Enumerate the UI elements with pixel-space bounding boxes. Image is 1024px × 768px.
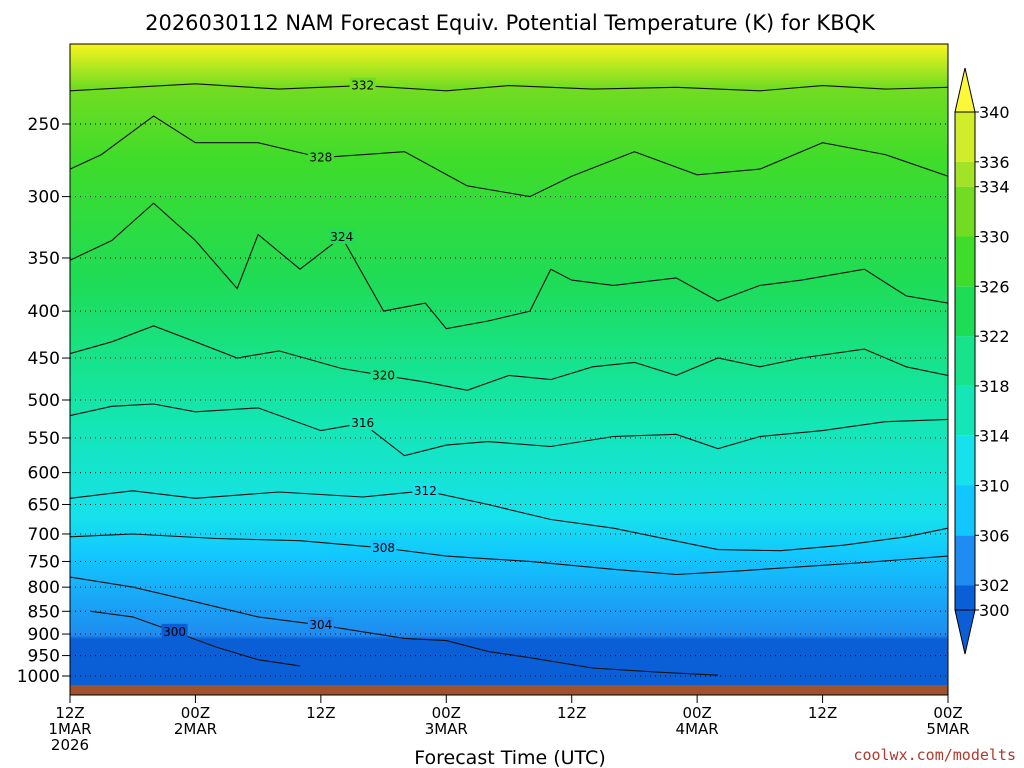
colorbar-label-326: 326	[979, 277, 1010, 296]
colorbar-label-336: 336	[979, 153, 1010, 172]
colorbar-frame	[954, 111, 976, 611]
colorbar-band-318	[955, 336, 975, 386]
credit-text: coolwx.com/modelts	[853, 746, 1016, 764]
ytick-label-950: 950	[28, 647, 60, 667]
xtick-label-5-0: 00Z	[682, 704, 711, 722]
y-axis: 250 300 350 400 450 500 550 600 650 700 750 800 850 9…	[17, 115, 70, 687]
plot-frame	[69, 43, 949, 696]
isotherm-label-bg-300	[161, 623, 188, 639]
xtick-label-0-2: 2026	[51, 736, 89, 754]
ytick-label-400: 400	[28, 302, 60, 322]
isotherm-label-bg-324	[328, 228, 355, 244]
colorbar-band-314	[955, 385, 975, 436]
colorbar-label-300: 300	[979, 601, 1010, 620]
xtick-label-5-1: 4MAR	[676, 720, 719, 738]
isotherm-labels: 332 328 324 320 316 312 308 304 300	[161, 77, 439, 639]
xtick-label-1-1: 2MAR	[174, 720, 217, 738]
colorbar-band-336	[955, 112, 975, 162]
ytick-label-850: 850	[28, 602, 60, 622]
ytick-label-800: 800	[28, 578, 60, 598]
x-axis-label: Forecast Time (UTC)	[414, 747, 605, 768]
colorbar-band-326	[955, 236, 975, 287]
xtick-label-0-0: 12Z	[55, 704, 84, 722]
isotherm-contours	[70, 83, 948, 676]
ytick-label-600: 600	[28, 464, 60, 484]
isotherm-312	[70, 490, 948, 552]
colorbar-band-300	[955, 585, 975, 610]
ytick-label-900: 900	[28, 625, 60, 645]
isotherm-label-bg-312	[412, 482, 439, 498]
ytick-label-350: 350	[28, 249, 60, 269]
colorbar-label-330: 330	[979, 228, 1010, 247]
isotherm-320	[70, 325, 948, 391]
ytick-label-450: 450	[28, 349, 60, 369]
xtick-label-3-1: 3MAR	[425, 720, 468, 738]
ytick-label-750: 750	[28, 552, 60, 572]
isotherm-308	[70, 533, 948, 576]
isotherm-label-bg-332	[349, 77, 376, 93]
plot-area: 332 328 324 320 316 312 308 304 300	[69, 43, 949, 696]
isotherm-label-304: 304	[309, 618, 332, 632]
isotherm-label-316: 316	[351, 416, 374, 430]
xtick-label-1-0: 00Z	[181, 704, 210, 722]
isotherm-label-bg-308	[370, 539, 397, 555]
isotherm-300	[90, 610, 301, 667]
ytick-label-700: 700	[28, 525, 60, 545]
xtick-label-4-0: 12Z	[557, 704, 586, 722]
isotherm-label-bg-320	[370, 367, 397, 383]
xtick-label-0-1: 1MAR	[48, 720, 91, 738]
colorbar-label-310: 310	[979, 477, 1010, 496]
isotherm-316	[70, 403, 948, 457]
isotherm-label-312: 312	[414, 484, 437, 498]
ytick-label-500: 500	[28, 391, 60, 411]
ytick-label-550: 550	[28, 429, 60, 449]
colorbar-band-306	[955, 485, 975, 536]
colorbar-label-318: 318	[979, 377, 1010, 396]
isotherm-label-bg-316	[349, 415, 376, 431]
isotherm-328	[70, 115, 948, 198]
colorbar-label-334: 334	[979, 178, 1010, 197]
colorbar-band-302	[955, 535, 975, 586]
isotherm-label-bg-328	[307, 149, 334, 165]
colorbar-band-322	[955, 286, 975, 337]
xtick-label-7-0: 00Z	[933, 704, 962, 722]
isotherm-label-308: 308	[372, 541, 395, 555]
colorbar-band-310	[955, 435, 975, 486]
isotherm-label-300: 300	[163, 625, 186, 639]
colorbar-band-330	[955, 186, 975, 237]
xtick-label-2-0: 12Z	[306, 704, 335, 722]
ytick-label-300: 300	[28, 188, 60, 208]
isotherm-label-bg-304	[307, 617, 334, 633]
colorbar: 300 302 306 310 314 318 322 326 330 334 336 340	[954, 67, 1010, 655]
colorbar-label-306: 306	[979, 526, 1010, 545]
colorbar-label-302: 302	[979, 576, 1010, 595]
isotherm-label-332: 332	[351, 79, 374, 93]
xtick-label-7-1: 5MAR	[926, 720, 969, 738]
chart-title: 2026030112 NAM Forecast Equiv. Potential…	[145, 11, 876, 35]
xtick-label-6-0: 12Z	[808, 704, 837, 722]
colorbar-label-340: 340	[979, 103, 1010, 122]
ytick-label-1000: 1000	[17, 667, 60, 687]
isotherm-label-328: 328	[309, 151, 332, 165]
ytick-label-250: 250	[28, 115, 60, 135]
xtick-label-3-0: 00Z	[432, 704, 461, 722]
isotherm-label-324: 324	[330, 230, 353, 244]
ground-surface-bar	[70, 685, 948, 695]
colorbar-label-314: 314	[979, 427, 1010, 446]
colorbar-band-334	[955, 161, 975, 187]
isotherm-332	[70, 83, 948, 92]
isotherm-label-320: 320	[372, 368, 395, 382]
colorbar-top-arrow	[954, 67, 976, 113]
colorbar-bottom-arrow	[954, 609, 976, 655]
ytick-label-650: 650	[28, 495, 60, 515]
isotherm-324	[70, 202, 948, 330]
colorbar-label-322: 322	[979, 327, 1010, 346]
isotherm-304	[70, 576, 719, 676]
equiv-potential-temperature-field	[70, 44, 948, 688]
